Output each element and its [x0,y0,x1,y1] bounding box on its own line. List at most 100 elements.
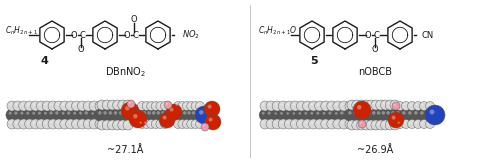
Circle shape [408,102,416,110]
Circle shape [371,120,381,130]
Circle shape [178,120,187,128]
Circle shape [121,102,139,120]
Circle shape [272,110,282,120]
Circle shape [335,112,338,115]
Circle shape [320,119,330,129]
Circle shape [104,111,107,115]
Circle shape [422,122,424,124]
Circle shape [399,108,413,122]
Circle shape [341,121,344,124]
Circle shape [97,121,100,124]
Circle shape [320,109,332,121]
Circle shape [199,110,203,115]
Circle shape [264,109,278,122]
Circle shape [118,120,128,130]
Circle shape [54,119,64,129]
Circle shape [278,109,289,121]
Circle shape [414,102,422,110]
Circle shape [323,103,326,106]
Circle shape [178,102,187,110]
Text: 5: 5 [310,56,318,66]
Circle shape [345,119,355,129]
Circle shape [345,101,355,111]
Circle shape [97,103,100,106]
Circle shape [148,104,151,106]
Circle shape [339,101,349,111]
Circle shape [166,103,168,105]
Circle shape [259,109,271,121]
Circle shape [160,120,170,128]
Circle shape [305,121,307,124]
Circle shape [333,101,343,111]
Circle shape [115,102,117,105]
Circle shape [354,102,356,105]
Circle shape [38,103,41,106]
Circle shape [308,109,320,121]
Circle shape [377,111,380,115]
Circle shape [79,112,82,115]
Circle shape [311,103,314,106]
Circle shape [84,101,94,111]
Circle shape [391,111,394,115]
Circle shape [186,120,196,128]
Circle shape [374,108,388,122]
Circle shape [348,111,352,115]
Circle shape [184,122,186,124]
Circle shape [154,108,168,122]
Circle shape [13,101,23,111]
Circle shape [152,120,160,128]
Circle shape [302,109,313,121]
Circle shape [286,103,289,106]
Circle shape [56,121,58,124]
Circle shape [298,103,301,106]
Circle shape [350,108,364,122]
Circle shape [146,102,156,110]
Circle shape [311,121,314,124]
Circle shape [341,103,344,106]
Circle shape [317,103,320,106]
Circle shape [176,108,190,122]
Circle shape [188,122,191,124]
Circle shape [72,119,82,129]
Circle shape [317,121,320,124]
Circle shape [62,121,64,124]
Circle shape [119,111,122,115]
Circle shape [184,104,186,106]
Circle shape [171,108,185,122]
Circle shape [78,101,88,111]
Text: ~26.9Å: ~26.9Å [357,145,393,155]
Circle shape [392,116,396,120]
Circle shape [92,103,94,106]
Text: O: O [78,46,84,54]
Circle shape [329,121,332,124]
Circle shape [158,104,160,106]
Circle shape [174,120,182,128]
Circle shape [337,108,350,122]
Circle shape [18,109,30,121]
Circle shape [30,109,42,121]
Circle shape [376,120,386,130]
Circle shape [304,112,307,115]
Circle shape [356,120,366,130]
Circle shape [70,109,83,121]
Circle shape [104,122,107,125]
Circle shape [156,111,160,115]
Circle shape [78,119,88,129]
Circle shape [133,114,138,119]
Circle shape [349,102,352,105]
Circle shape [108,120,118,130]
Circle shape [129,102,131,104]
Circle shape [32,121,35,124]
Circle shape [368,122,371,125]
Circle shape [392,102,400,110]
Circle shape [6,109,18,121]
Circle shape [373,102,376,105]
Circle shape [292,103,295,106]
Circle shape [292,112,295,115]
Circle shape [290,119,300,129]
Circle shape [360,122,362,124]
Circle shape [64,108,78,122]
Circle shape [385,100,395,110]
Circle shape [388,112,404,128]
Circle shape [48,101,58,111]
